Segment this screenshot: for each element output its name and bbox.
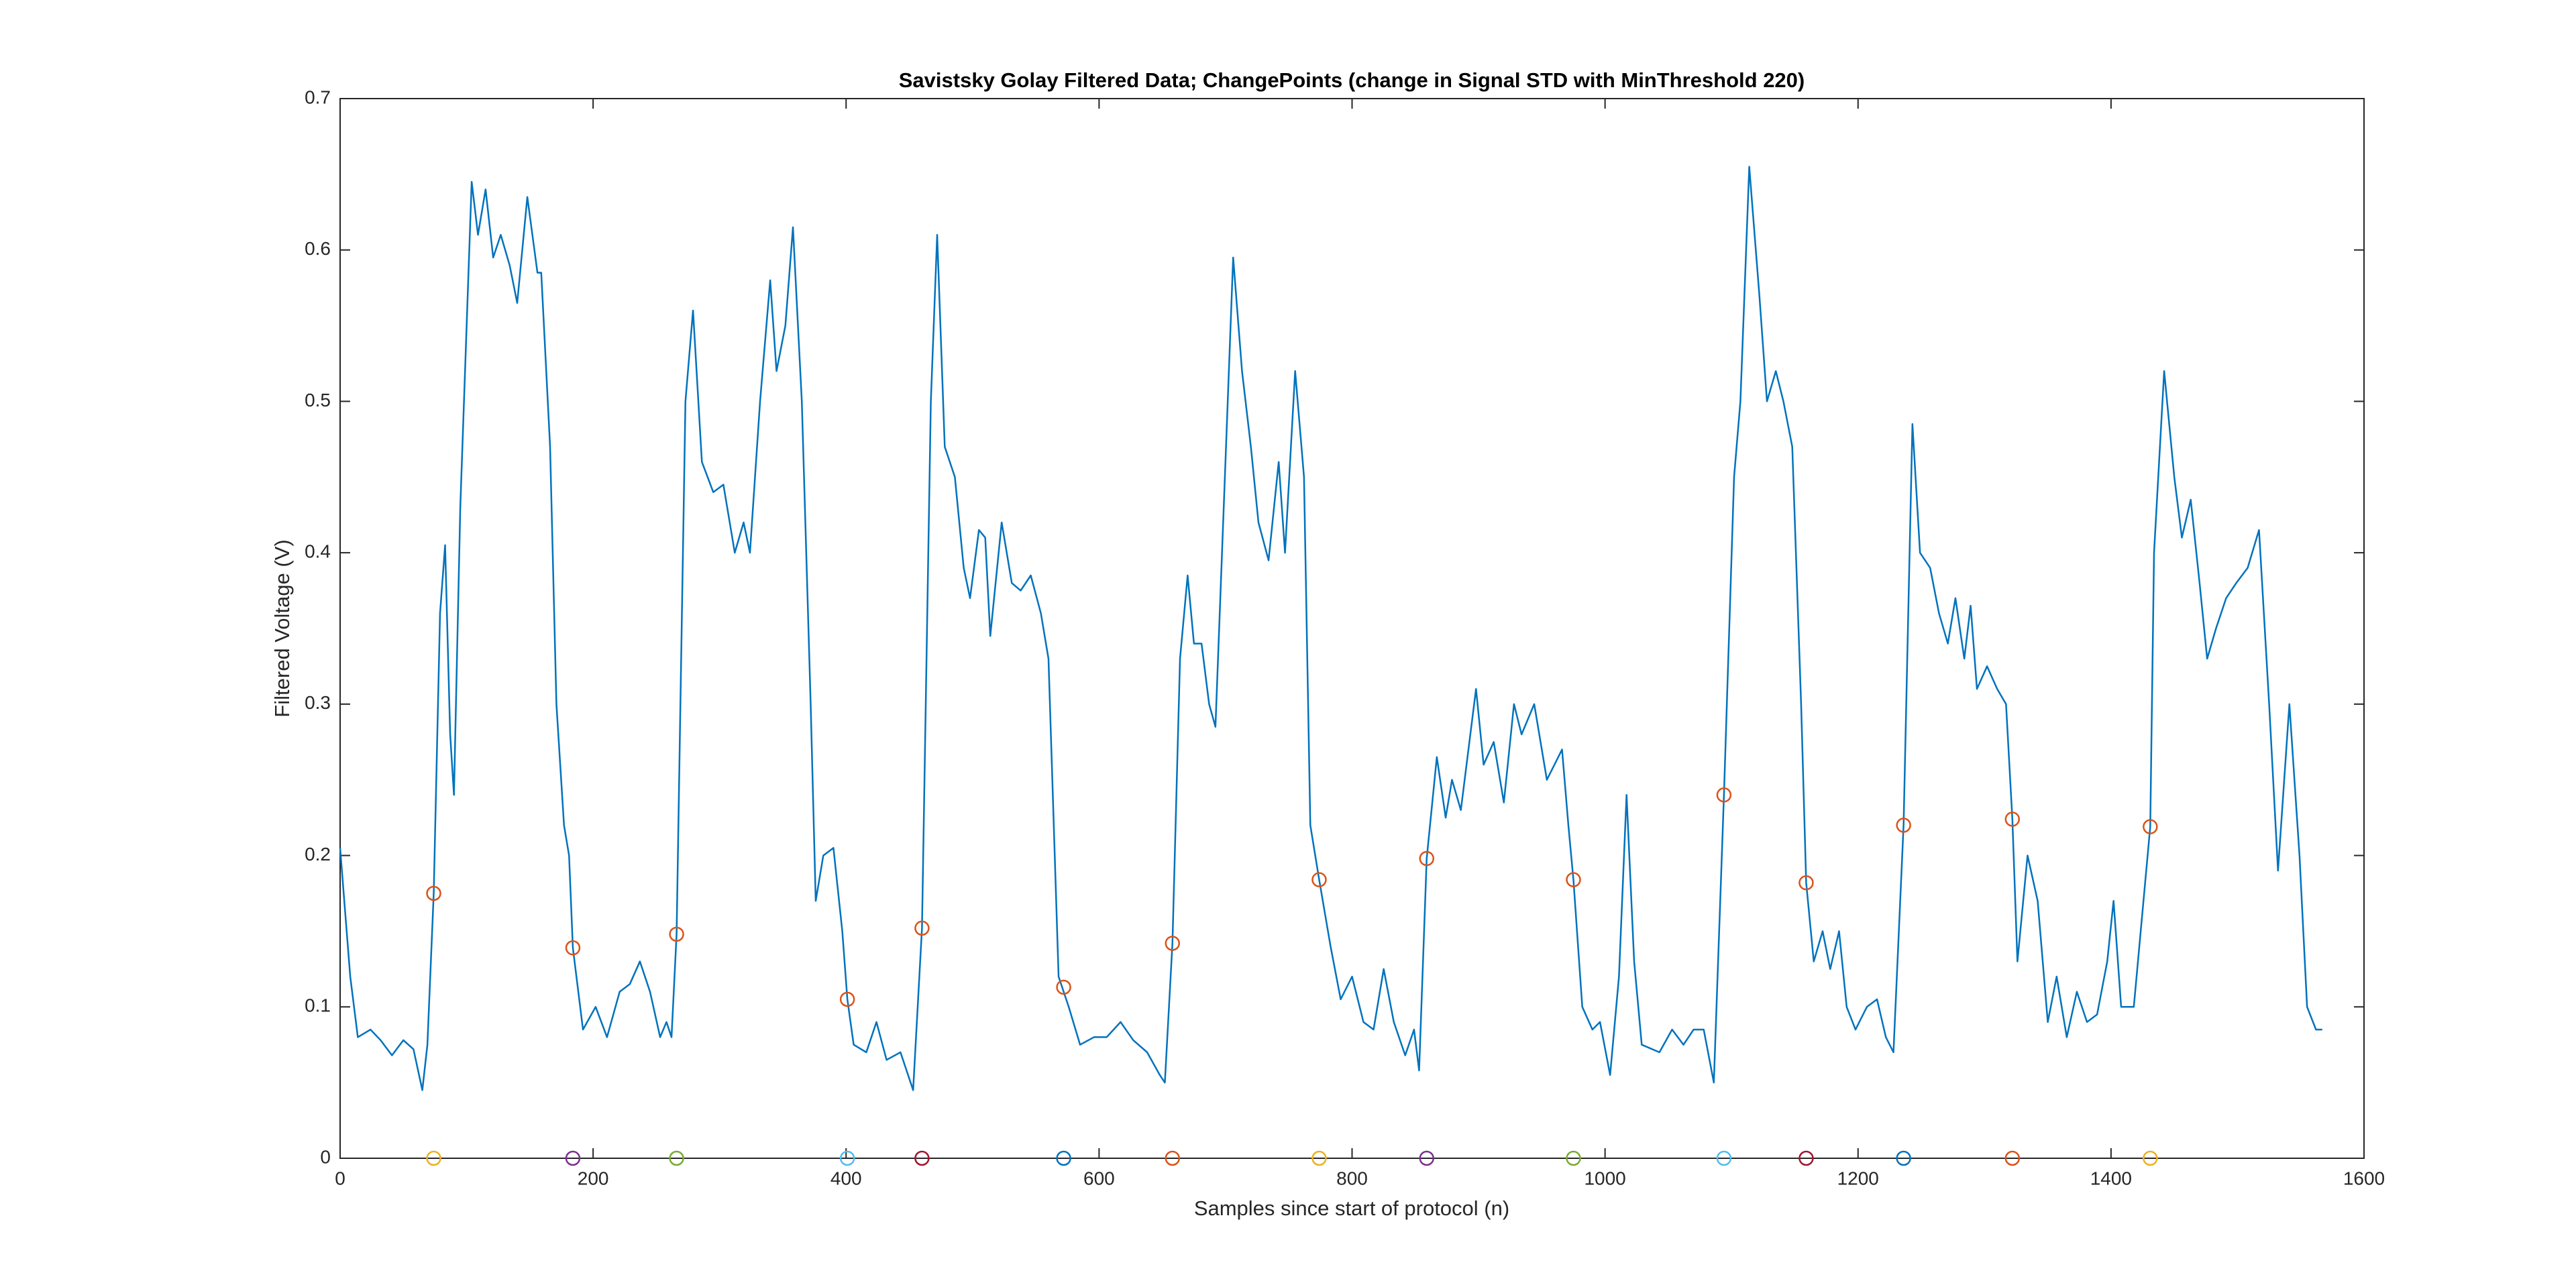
x-tick-label: 600 [1083,1168,1115,1188]
change-point-marker [669,926,684,942]
change-point-marker [2143,1150,2158,1166]
y-tick-label: 0.6 [305,238,331,259]
change-point-marker [669,1150,684,1166]
change-point-marker [2004,1150,2021,1166]
change-point-marker [1566,1150,1581,1166]
change-point-marker [1311,1150,1327,1166]
change-point-marker [1896,818,1911,833]
change-point-marker [2143,819,2158,834]
axes-box [339,98,2365,1159]
change-point-marker [914,1150,930,1166]
change-point-marker [1056,979,1071,995]
change-point-marker [1056,1150,1071,1166]
x-tick-label: 400 [830,1168,862,1188]
signal-line [339,166,2322,1091]
change-point-marker [426,885,441,901]
change-point-marker [1716,787,1732,803]
change-point-marker [839,1150,855,1166]
y-tick-label: 0.2 [305,844,331,864]
change-point-marker [914,920,930,936]
change-point-marker [1311,872,1327,887]
change-point-marker [1896,1150,1911,1166]
change-point-marker [1566,872,1581,887]
change-point-marker [1799,1150,1814,1166]
change-point-marker [1165,936,1180,951]
x-tick-label: 0 [335,1168,345,1188]
change-point-marker [1716,1150,1732,1166]
y-tick-label: 0.5 [305,390,331,410]
x-tick-label: 200 [578,1168,609,1188]
change-point-marker [426,1150,441,1166]
change-point-marker [2004,812,2021,827]
change-point-marker [565,940,581,956]
y-tick-label: 0.1 [305,995,331,1016]
x-axis-label: Samples since start of protocol (n) [1194,1196,1509,1220]
change-point-marker [839,991,855,1007]
y-tick-label: 0.7 [305,87,331,107]
change-point-marker [565,1150,581,1166]
change-point-marker [1419,850,1435,867]
x-tick-label: 1400 [2090,1168,2132,1188]
change-point-marker [1799,875,1814,891]
x-tick-label: 1200 [1837,1168,1879,1188]
x-tick-label: 1000 [1584,1168,1625,1188]
y-tick-label: 0.3 [305,692,331,713]
change-point-marker [1419,1150,1435,1166]
y-tick-label: 0 [320,1146,331,1167]
change-point-marker [1165,1150,1180,1166]
x-tick-label: 800 [1336,1168,1368,1188]
y-tick-label: 0.4 [305,541,331,562]
y-axis-label: Filtered Voltage (V) [270,539,294,717]
chart-title: Savistsky Golay Filtered Data; ChangePoi… [899,68,1805,92]
x-tick-label: 1600 [2343,1168,2385,1188]
